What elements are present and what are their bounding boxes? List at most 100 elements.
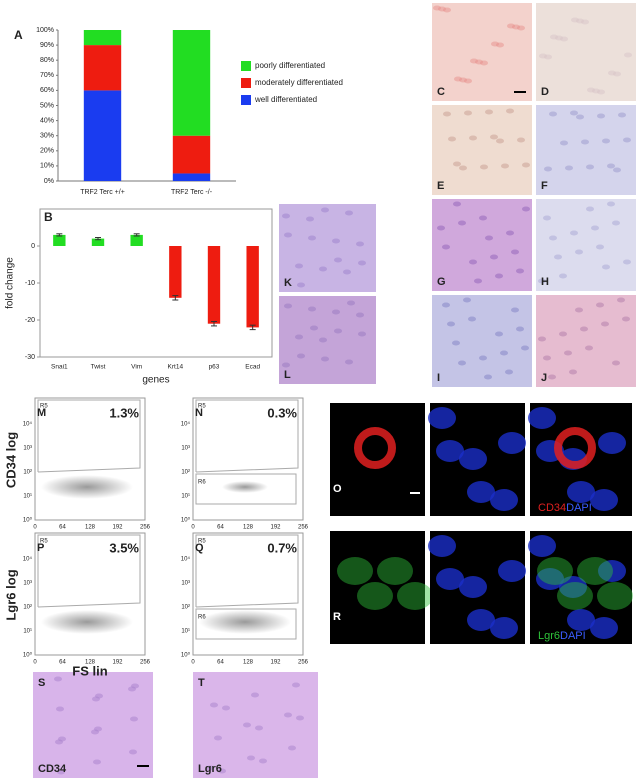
cell-nucleus: [484, 374, 492, 380]
dapi-nucleus: [490, 489, 518, 511]
cell-nucleus: [569, 369, 577, 375]
gate-label: R6: [198, 615, 206, 621]
gate-r5: [37, 399, 141, 473]
gate-label: R5: [40, 404, 48, 410]
y-tick-label: 10²: [181, 605, 190, 611]
cell-nucleus: [623, 137, 631, 143]
cell-nucleus: [612, 360, 620, 366]
dapi-nucleus: [428, 407, 456, 429]
cell-nucleus: [447, 321, 455, 327]
bar-segment: [83, 45, 122, 91]
cell-nucleus: [549, 235, 557, 241]
percent-label: 3.5%: [109, 540, 139, 555]
dapi-nucleus: [498, 560, 526, 582]
x-tick-label: Twist: [91, 364, 106, 371]
gate-label: R5: [198, 404, 206, 410]
x-tick-label: 0: [191, 525, 195, 531]
cell-nucleus: [251, 692, 259, 698]
error-bar: [249, 324, 256, 331]
cell-nucleus: [214, 735, 222, 741]
cell-nucleus: [559, 331, 567, 337]
flow-plot: [34, 532, 146, 656]
panel-letter: S: [38, 677, 45, 689]
cell-nucleus: [319, 337, 327, 343]
dapi-nucleus: [467, 609, 495, 631]
error-bar: [133, 233, 140, 237]
panel-letter: L: [284, 369, 291, 381]
lgr6-signal: [537, 557, 573, 585]
lgr6-signal: [377, 557, 413, 585]
cell-nucleus: [442, 244, 450, 250]
y-tick-label: 30%: [40, 133, 54, 140]
percent-label: 0.7%: [267, 540, 297, 555]
cell-nucleus: [343, 269, 351, 275]
dapi-nucleus: [528, 535, 556, 557]
counterstain-name: DAPI: [560, 630, 586, 642]
cell-nucleus: [623, 259, 631, 265]
legend-label: poorly differentiated: [255, 61, 325, 70]
cell-nucleus: [496, 138, 504, 144]
gate-label: R6: [198, 480, 206, 486]
cell-nucleus: [308, 306, 316, 312]
cell-nucleus: [222, 705, 230, 711]
panel-letter: F: [541, 180, 548, 192]
dapi-nucleus: [598, 432, 626, 454]
dapi-nucleus: [459, 576, 487, 598]
x-tick-label: 64: [59, 660, 66, 666]
y-tick-label: 10³: [23, 581, 32, 587]
cell-nucleus: [575, 307, 583, 313]
cell-nucleus: [612, 220, 620, 226]
x-tick-label: 256: [140, 660, 151, 666]
bar-segment: [172, 173, 211, 181]
cell-nucleus: [602, 264, 610, 270]
cell-nucleus: [585, 345, 593, 351]
stain-legend: CD34DAPI: [538, 502, 592, 514]
y-tick-label: -10: [25, 280, 35, 287]
y-tick-label: 10⁰: [23, 652, 33, 659]
y-tick-label: 10⁰: [181, 517, 191, 524]
stain-name: Lgr6: [538, 630, 560, 642]
x-tick-label: 0: [33, 525, 37, 531]
cell-nucleus: [575, 249, 583, 255]
cell-nucleus: [570, 230, 578, 236]
cell-nucleus: [56, 706, 64, 712]
dapi-nucleus: [559, 576, 587, 598]
y-tick-label: 10%: [40, 163, 54, 170]
y-tick-label: 10⁴: [181, 421, 191, 428]
bar-segment: [172, 30, 211, 136]
cell-nucleus: [549, 111, 557, 117]
dapi-nucleus: [467, 481, 495, 503]
cell-nucleus: [469, 259, 477, 265]
cell-nucleus: [282, 213, 290, 219]
micrograph: [536, 105, 636, 195]
y-tick-label: 10³: [181, 446, 190, 452]
cell-nucleus: [358, 331, 366, 337]
cell-nucleus: [453, 201, 461, 207]
cell-nucleus: [469, 135, 477, 141]
cell-nucleus: [57, 769, 65, 775]
y-tick-label: 10³: [181, 581, 190, 587]
x-tick-label: Krt14: [168, 364, 184, 371]
dapi-nucleus: [436, 440, 464, 462]
cell-nucleus: [468, 316, 476, 322]
cell-nucleus: [543, 355, 551, 361]
cell-nucleus: [622, 316, 630, 322]
lgr6-signal: [357, 582, 393, 610]
dapi-nucleus: [459, 448, 487, 470]
dapi-nucleus: [428, 535, 456, 557]
cell-nucleus: [548, 374, 556, 380]
cell-nucleus: [218, 768, 226, 774]
y-tick-label: 10³: [23, 446, 32, 452]
y-axis-title: fold change: [5, 257, 16, 309]
cell-nucleus: [490, 254, 498, 260]
cell-nucleus: [131, 683, 139, 689]
cell-nucleus: [485, 109, 493, 115]
cell-nucleus: [517, 137, 525, 143]
bar: [169, 246, 182, 298]
x-axis-title: FS lin: [72, 663, 107, 678]
panel-letter: I: [437, 372, 440, 384]
panel-letter: P: [37, 542, 44, 554]
micrograph: [193, 672, 318, 778]
flow-plot: [34, 397, 146, 521]
cell-nucleus: [538, 278, 546, 284]
